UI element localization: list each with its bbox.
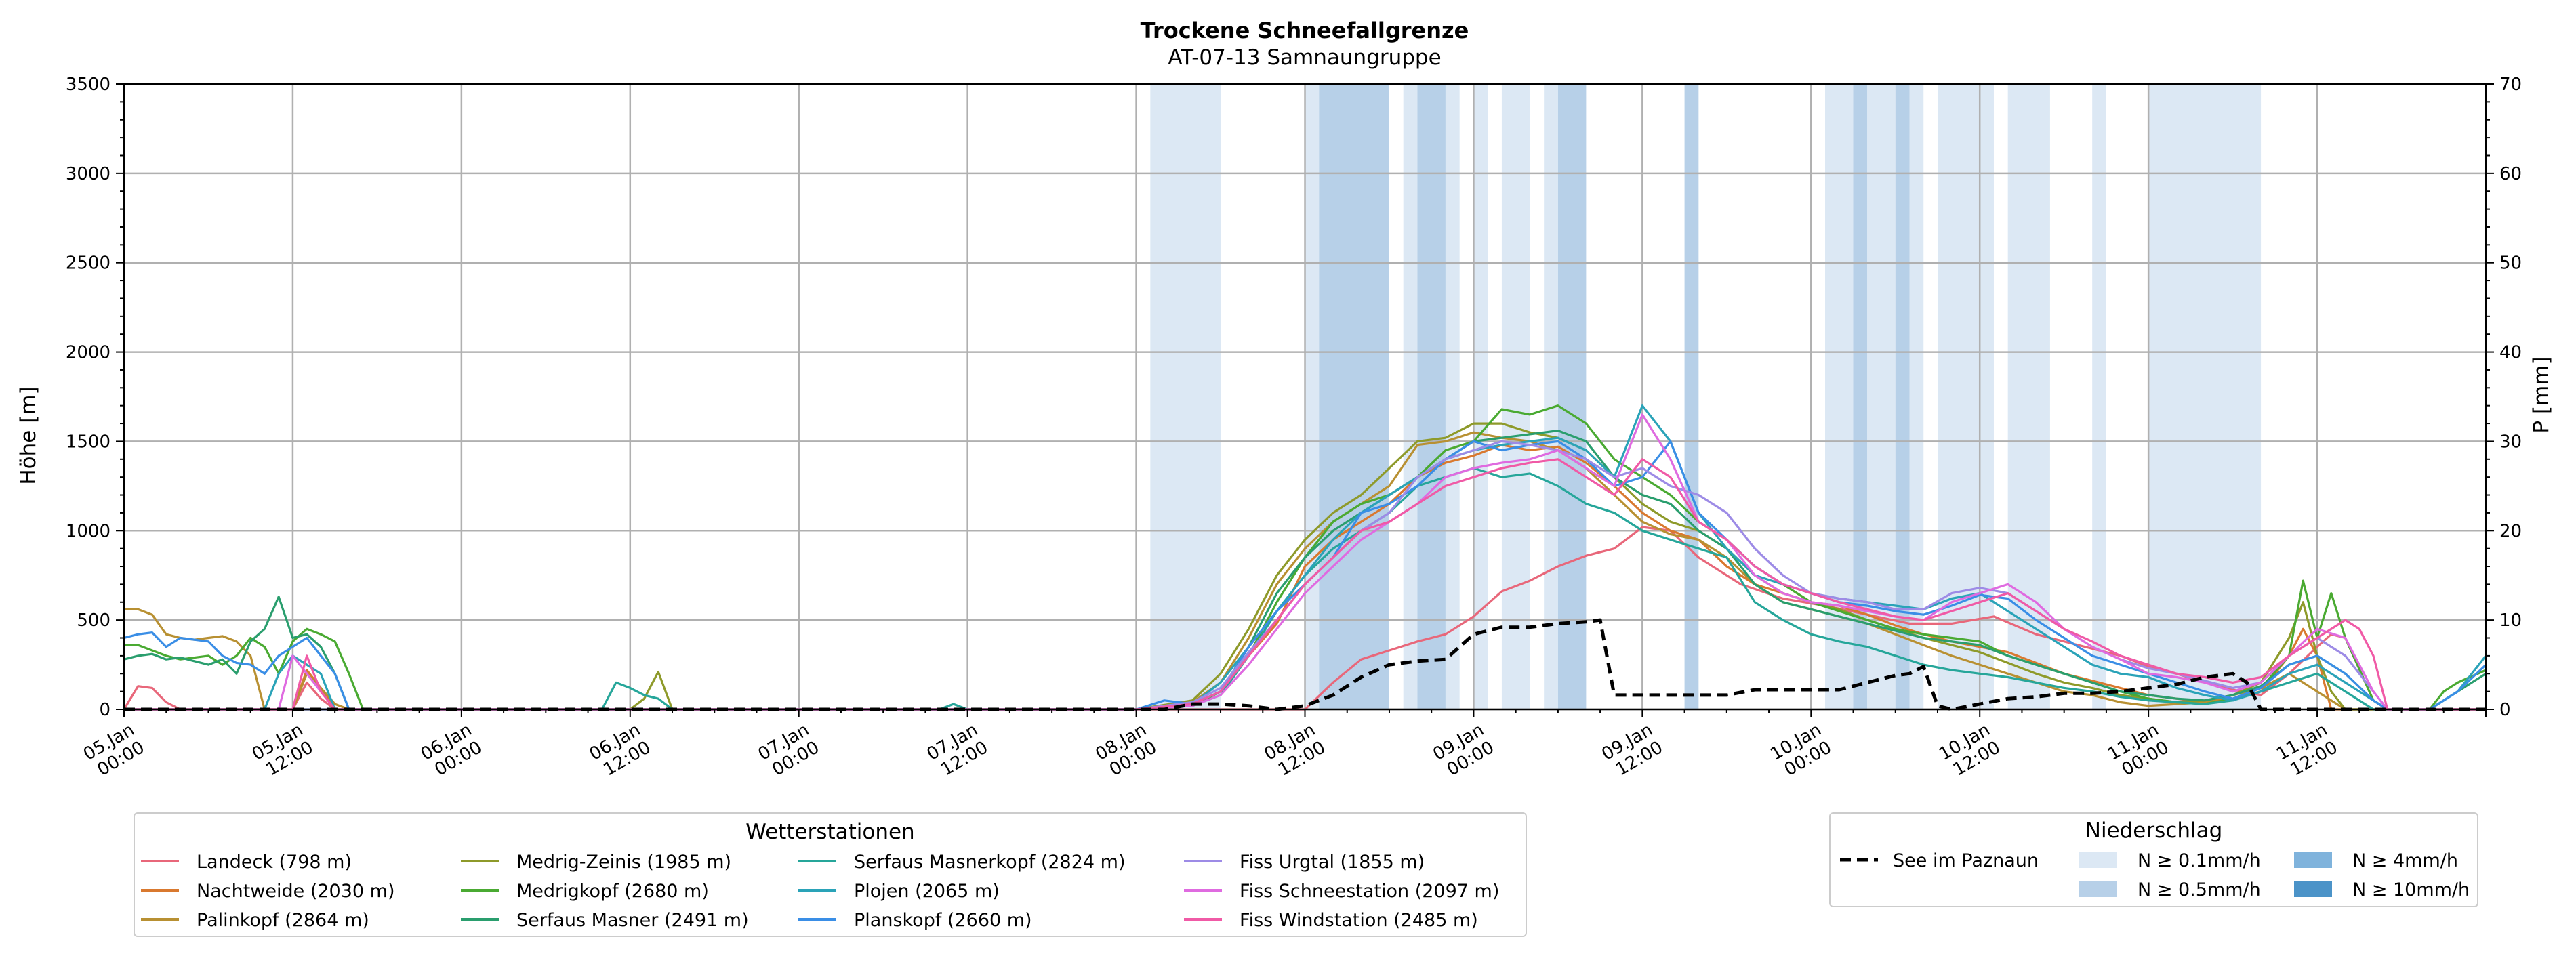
- precipitation-bands: [1150, 84, 2262, 709]
- precip-band: [1557, 84, 1587, 709]
- precip-band: [1319, 84, 1389, 709]
- legend-precipitation: Niederschlag See im Paznaun N ≥ 0.1mm/h N …: [1829, 812, 2478, 907]
- precip-band: [1544, 84, 1558, 709]
- legend-stations: Wetterstationen Landeck (798 m) Nachtweid…: [134, 812, 1527, 937]
- data-series: [123, 404, 2487, 711]
- precip-band: [1445, 84, 1460, 709]
- y-tick-label: 3500: [66, 75, 110, 95]
- legend-station-label: Nachtweide (2030 m): [197, 881, 394, 902]
- series-line: [124, 618, 2486, 711]
- y-tick-label: 1000: [66, 521, 110, 541]
- legend-station-label: Landeck (798 m): [197, 852, 352, 873]
- y-tick-label: 500: [77, 610, 110, 631]
- series-line: [124, 431, 2486, 711]
- legend-station-label: Medrigkopf (2680 m): [516, 881, 709, 902]
- legend-precipitation-title: Niederschlag: [2085, 818, 2223, 843]
- legend-station-label: Fiss Windstation (2485 m): [1240, 910, 1478, 931]
- y-tick-label: 0: [99, 700, 110, 720]
- legend-station-label: Serfaus Masnerkopf (2824 m): [854, 852, 1125, 873]
- y-tick-label: 2500: [66, 253, 110, 274]
- legend-precip-swatch: [2079, 881, 2117, 897]
- legend-lake-label: See im Paznaun: [1893, 850, 2039, 871]
- legend-precip-swatch: [2294, 881, 2332, 897]
- precip-band: [1473, 84, 1488, 709]
- precip-band: [2148, 84, 2262, 709]
- y2-tick-label: 70: [2499, 75, 2522, 95]
- y2-tick-label: 10: [2499, 610, 2522, 631]
- precip-band: [1417, 84, 1446, 709]
- legend-station-label: Fiss Schneestation (2097 m): [1240, 881, 1499, 902]
- legend-precip-swatch: [2079, 852, 2117, 868]
- chart-subtitle: AT-07-13 Samnaungruppe: [1168, 45, 1441, 70]
- y-tick-label: 2000: [66, 343, 110, 363]
- legend-station-label: Fiss Urgtal (1855 m): [1240, 852, 1425, 873]
- precip-band: [1305, 84, 1320, 709]
- series-line: [123, 429, 2487, 711]
- precip-band: [1853, 84, 1868, 709]
- legend-precip-label: N ≥ 10mm/h: [2352, 879, 2470, 900]
- legend-station-label: Plojen (2065 m): [854, 881, 1000, 902]
- precip-band: [1150, 84, 1221, 709]
- legend-precip-label: N ≥ 4mm/h: [2352, 850, 2458, 871]
- y2-tick-label: 30: [2499, 432, 2522, 452]
- series-line: [124, 458, 2486, 711]
- grid-lines: [123, 83, 2486, 711]
- legend-station-label: Serfaus Masner (2491 m): [516, 910, 749, 931]
- legend-station-label: Planskopf (2660 m): [854, 910, 1032, 931]
- precip-band: [1895, 84, 1910, 709]
- legend-stations-title: Wetterstationen: [745, 820, 914, 844]
- legend-precip-label: N ≥ 0.5mm/h: [2138, 879, 2261, 900]
- precip-band: [2092, 84, 2106, 709]
- y2-tick-label: 60: [2499, 164, 2522, 184]
- y2-tick-label: 50: [2499, 253, 2522, 274]
- axes: 0 500 1000 1500 2000 2500 3000 3500 0 10 20 30 40 50 6…: [66, 75, 2522, 780]
- legend-station-label: Palinkopf (2864 m): [197, 910, 369, 931]
- precip-band: [1909, 84, 1924, 709]
- legend-station-label: Medrig-Zeinis (1985 m): [516, 852, 731, 873]
- legend-precip-label: N ≥ 0.1mm/h: [2138, 850, 2261, 871]
- series-line: [124, 404, 2487, 711]
- y-axis-label: Höhe [m]: [16, 386, 41, 484]
- y-tick-label: 1500: [66, 432, 110, 452]
- y2-tick-label: 0: [2499, 700, 2511, 720]
- precip-band: [1937, 84, 1994, 709]
- y-tick-label: 3000: [66, 164, 110, 184]
- chart-title: Trockene Schneefallgrenze: [1141, 18, 1469, 43]
- precip-band: [1403, 84, 1418, 709]
- y2-tick-label: 40: [2499, 343, 2522, 363]
- legend-precip-swatch: [2294, 852, 2332, 868]
- y2-tick-label: 20: [2499, 521, 2522, 541]
- y2-axis-label: P [mm]: [2529, 356, 2554, 433]
- precip-band: [1684, 84, 1699, 709]
- precip-band: [1501, 84, 1530, 709]
